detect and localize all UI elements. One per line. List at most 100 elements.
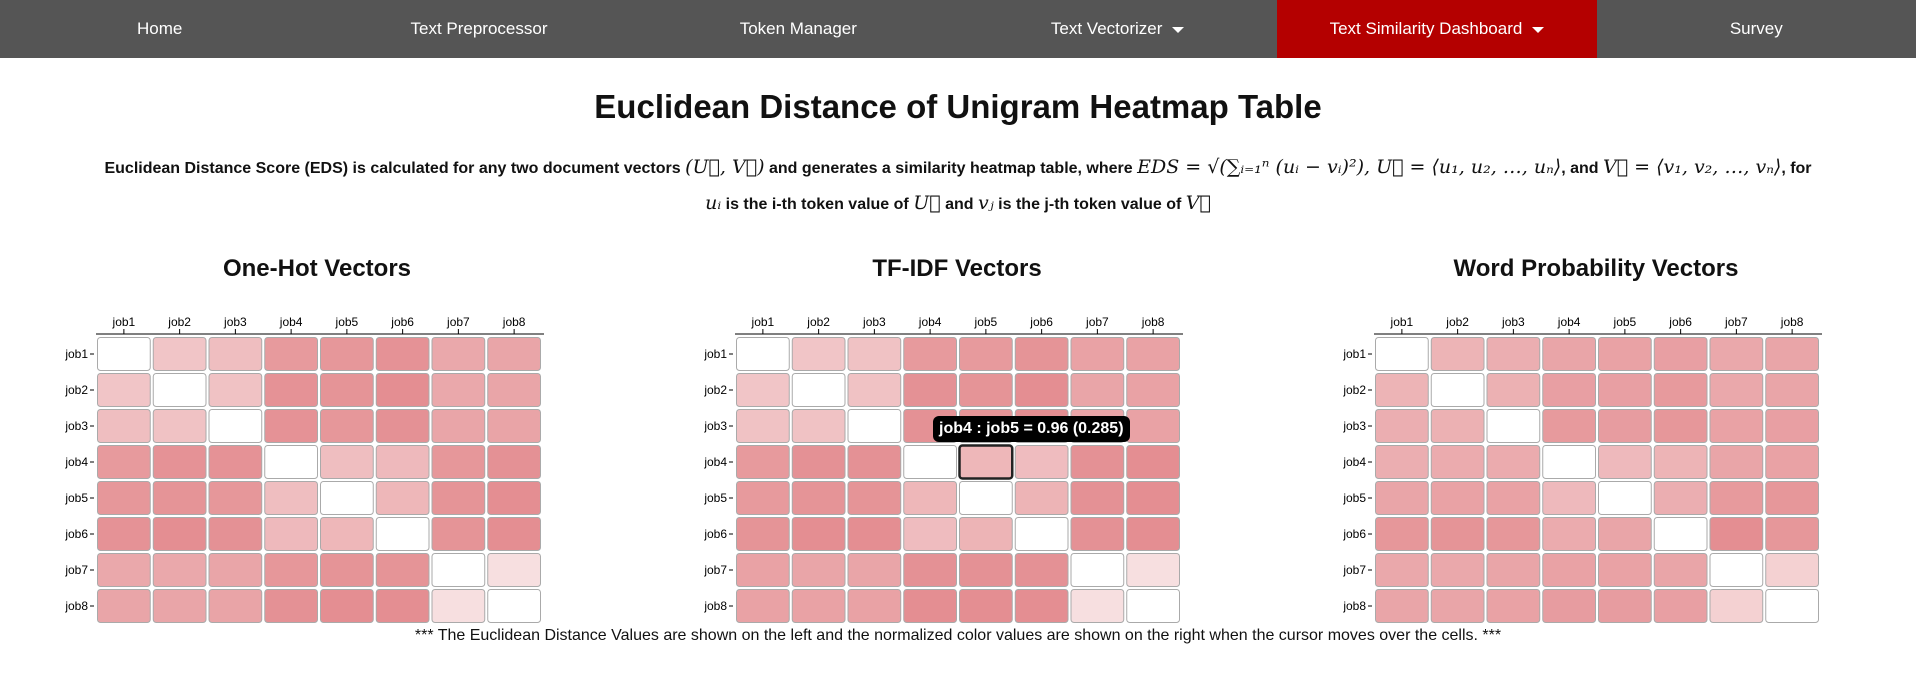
heatmap-cell[interactable] <box>320 589 374 623</box>
heatmap-cell[interactable] <box>208 373 263 407</box>
heatmap-cell[interactable] <box>1598 517 1652 551</box>
heatmap-cell[interactable] <box>1014 553 1069 587</box>
heatmap-cell[interactable] <box>736 481 790 515</box>
heatmap-cell[interactable] <box>1709 517 1764 551</box>
heatmap-cell[interactable] <box>903 337 957 371</box>
heatmap-cell[interactable] <box>903 553 957 587</box>
heatmap-cell[interactable] <box>1126 373 1180 407</box>
heatmap-cell[interactable] <box>1653 445 1708 479</box>
nav-home[interactable]: Home <box>0 0 319 58</box>
heatmap-cell[interactable] <box>736 517 790 551</box>
heatmap-cell[interactable] <box>208 517 263 551</box>
heatmap-cell[interactable] <box>736 373 790 407</box>
heatmap-cell[interactable] <box>1709 445 1764 479</box>
heatmap-cell[interactable] <box>791 517 846 551</box>
heatmap-cell[interactable] <box>736 409 790 443</box>
heatmap-cell[interactable] <box>1070 445 1125 479</box>
heatmap-cell[interactable] <box>1542 445 1596 479</box>
heatmap-cell[interactable] <box>1709 373 1764 407</box>
heatmap-cell[interactable] <box>1014 337 1069 371</box>
heatmap-cell[interactable] <box>959 337 1013 371</box>
heatmap-cell[interactable] <box>152 337 207 371</box>
heatmap-cell[interactable] <box>487 409 541 443</box>
heatmap-cell[interactable] <box>791 373 846 407</box>
heatmap-cell[interactable] <box>1653 517 1708 551</box>
heatmap-cell[interactable] <box>487 481 541 515</box>
heatmap-cell[interactable] <box>264 373 318 407</box>
heatmap-cell[interactable] <box>847 517 902 551</box>
heatmap-cell[interactable] <box>320 409 374 443</box>
heatmap-cell[interactable] <box>487 373 541 407</box>
heatmap-cell[interactable] <box>847 337 902 371</box>
heatmap-cell[interactable] <box>903 373 957 407</box>
heatmap-cell[interactable] <box>1126 445 1180 479</box>
heatmap-cell[interactable] <box>1765 373 1819 407</box>
heatmap-cell[interactable] <box>1014 481 1069 515</box>
heatmap-cell[interactable] <box>97 589 151 623</box>
heatmap-cell[interactable] <box>431 337 486 371</box>
heatmap-cell[interactable] <box>1765 445 1819 479</box>
heatmap-cell[interactable] <box>431 445 486 479</box>
heatmap-cell[interactable] <box>1375 517 1429 551</box>
heatmap-cell[interactable] <box>152 409 207 443</box>
heatmap-cell[interactable] <box>1765 553 1819 587</box>
heatmap-cell[interactable] <box>320 373 374 407</box>
heatmap-cell[interactable] <box>959 589 1013 623</box>
heatmap-cell[interactable] <box>1765 337 1819 371</box>
heatmap-cell[interactable] <box>152 589 207 623</box>
heatmap-cell[interactable] <box>1709 589 1764 623</box>
heatmap-cell[interactable] <box>375 553 430 587</box>
heatmap-cell[interactable] <box>791 445 846 479</box>
heatmap-cell[interactable] <box>1375 337 1429 371</box>
nav-survey[interactable]: Survey <box>1597 0 1916 58</box>
heatmap-cell[interactable] <box>791 589 846 623</box>
heatmap-cell[interactable] <box>1765 589 1819 623</box>
heatmap-cell[interactable] <box>1709 481 1764 515</box>
heatmap-cell[interactable] <box>1430 409 1485 443</box>
heatmap-cell[interactable] <box>1014 445 1069 479</box>
heatmap-cell[interactable] <box>1375 373 1429 407</box>
heatmap-cell[interactable] <box>97 553 151 587</box>
heatmap-cell[interactable] <box>208 445 263 479</box>
heatmap-cell[interactable] <box>903 517 957 551</box>
heatmap-cell[interactable] <box>431 589 486 623</box>
heatmap-cell[interactable] <box>264 517 318 551</box>
heatmap-cell[interactable] <box>903 589 957 623</box>
heatmap-cell[interactable] <box>375 481 430 515</box>
heatmap-cell[interactable] <box>1375 553 1429 587</box>
heatmap-cell[interactable] <box>1126 517 1180 551</box>
heatmap-cell[interactable] <box>1430 589 1485 623</box>
heatmap-cell[interactable] <box>847 373 902 407</box>
heatmap-cell[interactable] <box>264 481 318 515</box>
heatmap-cell[interactable] <box>1542 553 1596 587</box>
heatmap-cell[interactable] <box>375 517 430 551</box>
heatmap-cell[interactable] <box>1486 409 1541 443</box>
heatmap-cell[interactable] <box>320 445 374 479</box>
heatmap-cell[interactable] <box>1070 589 1125 623</box>
heatmap-cell[interactable] <box>959 481 1013 515</box>
heatmap-cell[interactable] <box>1486 445 1541 479</box>
heatmap-cell[interactable] <box>1430 373 1485 407</box>
heatmap-cell[interactable] <box>736 337 790 371</box>
heatmap-cell[interactable] <box>97 481 151 515</box>
heatmap-cell[interactable] <box>1598 481 1652 515</box>
heatmap-cell[interactable] <box>1542 337 1596 371</box>
heatmap-cell[interactable] <box>152 553 207 587</box>
heatmap-cell[interactable] <box>1070 373 1125 407</box>
heatmap-cell[interactable] <box>375 445 430 479</box>
heatmap-cell[interactable] <box>1126 589 1180 623</box>
heatmap-cell[interactable] <box>1709 553 1764 587</box>
heatmap-cell[interactable] <box>208 553 263 587</box>
heatmap-cell[interactable] <box>264 445 318 479</box>
heatmap-cell[interactable] <box>1126 553 1180 587</box>
heatmap-cell[interactable] <box>903 445 957 479</box>
heatmap-cell[interactable] <box>264 553 318 587</box>
heatmap-cell[interactable] <box>208 589 263 623</box>
heatmap-cell[interactable] <box>736 553 790 587</box>
heatmap-cell[interactable] <box>791 409 846 443</box>
heatmap-cell[interactable] <box>97 373 151 407</box>
heatmap-cell[interactable] <box>431 553 486 587</box>
heatmap-cell[interactable] <box>791 553 846 587</box>
nav-text-preprocessor[interactable]: Text Preprocessor <box>319 0 638 58</box>
heatmap-cell[interactable] <box>97 445 151 479</box>
